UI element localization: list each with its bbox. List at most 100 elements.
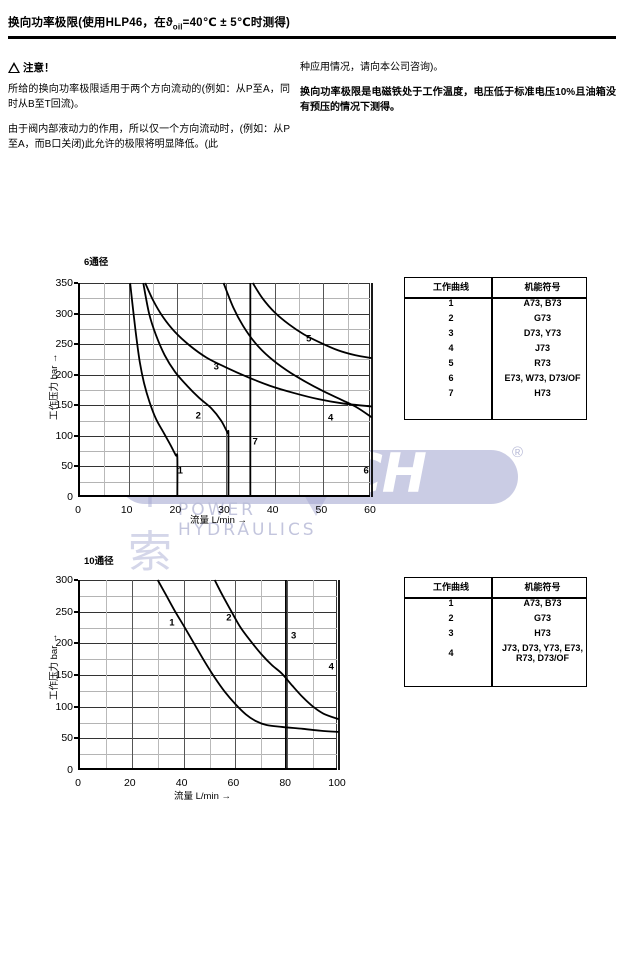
notice-paragraph: 种应用情况，请向本公司咨询)。 [300, 62, 444, 73]
y-axis-tick-label: 150 [55, 399, 73, 412]
header-rule [8, 36, 616, 39]
gridline-horizontal [80, 374, 370, 376]
gridline-horizontal [80, 738, 337, 740]
chart-6-y-axis-label: 工作压力 bar → [49, 353, 60, 420]
x-axis-tick-label: 40 [175, 777, 188, 789]
gridline-horizontal [80, 690, 337, 692]
chart-6-x-axis-label: 流量 L/min → [190, 515, 248, 526]
gridline-horizontal [80, 754, 337, 756]
x-axis-tick-label: 60 [227, 777, 240, 789]
y-axis-tick-mark [74, 610, 78, 613]
x-axis-tick-label: 20 [123, 777, 136, 789]
table-row: 2 G73 [404, 310, 587, 325]
plot-border-top [80, 283, 370, 284]
curve-label-2: 2 [195, 410, 201, 422]
page-title-main: 换向功率极限 [8, 17, 79, 29]
x-axis-tick-label: 50 [315, 504, 328, 516]
x-axis-tick-label: 0 [75, 504, 81, 516]
x-axis-tick-label: 100 [328, 777, 346, 789]
table-header-cell: 工作曲线 [432, 581, 469, 592]
legend-table-10-header-rule [405, 597, 586, 599]
legend-table-10: 工作曲线 机能符号 1 A73, B73 2 G73 3 H73 4 J73, D73, Y73,… [404, 577, 587, 665]
curve-1 [129, 282, 179, 498]
y-axis-tick-label: 150 [55, 669, 73, 681]
gridline-horizontal [80, 313, 370, 315]
legend-table-10-box [404, 577, 587, 687]
curve-label-6: 6 [363, 465, 369, 477]
curve-number-cell: 1 [448, 297, 454, 308]
plot-border-right [369, 283, 370, 495]
chart-10-block: 10通径 [84, 553, 114, 573]
gridline-horizontal [80, 451, 370, 453]
plot-border-top [80, 580, 337, 581]
gridline-horizontal [80, 722, 337, 724]
page-title: 换向功率极限(使用HLP46，在ϑoil=40℃ ± 5℃时测得) [8, 14, 608, 31]
warning-triangle-icon [8, 62, 20, 73]
curve-label-4: 4 [327, 412, 334, 423]
chart-caption: 6通径 [84, 257, 109, 268]
legend-table-6-box [404, 277, 587, 420]
y-axis-tick-label: 0 [67, 491, 73, 503]
curve-number-cell: 2 [448, 612, 454, 623]
y-axis-tick-label: 350 [55, 277, 73, 289]
theta-symbol: ϑ [165, 17, 173, 29]
gridline-horizontal [80, 675, 337, 676]
plot-area: 1 2 3 4 [78, 579, 340, 770]
chart-6-block: 6通径 [84, 254, 108, 274]
gridline-horizontal [80, 466, 370, 468]
gridline-horizontal [80, 627, 337, 629]
curve-number-cell: 7 [448, 387, 454, 398]
gridline-vertical [287, 580, 289, 768]
y-axis-tick-label: 300 [55, 307, 73, 320]
table-row: 4 J73 [404, 340, 587, 355]
y-axis-tick-mark [74, 434, 78, 437]
plot-area: 1 2 3 4 5 6 7 [78, 282, 373, 498]
gridline-horizontal [80, 298, 370, 300]
y-axis-tick-mark [74, 312, 78, 315]
curve-3 [144, 282, 373, 408]
notice-bold-paragraph: 换向功率极限是电磁铁处于工作温度，电压低于标准电压10%且油箱没有预压的情况下测… [300, 87, 616, 113]
gridline-vertical [261, 580, 263, 768]
table-row: 3 H73 [404, 625, 587, 640]
gridline-vertical [299, 283, 300, 495]
x-axis-tick-label: 30 [218, 504, 230, 516]
y-axis-tick-mark [74, 282, 78, 284]
theta-subscript: oil [172, 22, 183, 32]
y-axis-tick-mark [74, 579, 78, 581]
curve-number-cell: 3 [448, 327, 454, 338]
notice-left-column: 注意！ 所给的换向功率极限适用于两个方向流动的(例如：从P至A，同时从B至T回流… [8, 60, 290, 152]
symbol-cell: G73 [533, 312, 551, 323]
curve-label-5: 5 [306, 333, 312, 345]
gridline-horizontal [80, 595, 337, 597]
gridline-vertical [323, 283, 325, 495]
gridline-vertical [104, 283, 106, 495]
curve-number-cell: 4 [448, 647, 454, 658]
y-axis-tick-label: 250 [55, 338, 73, 351]
gridline-vertical [128, 283, 130, 495]
table-row: 2 G73 [404, 610, 587, 625]
symbol-cell: A73, B73 [523, 297, 562, 308]
chart-10-x-axis-label: 流量 L/min → [174, 791, 232, 802]
curve-label-4: 4 [328, 661, 334, 673]
page-title-cond2: =40℃ ± 5℃时测得) [182, 17, 291, 29]
y-axis-tick-label: 300 [55, 574, 73, 586]
y-axis-tick-mark [74, 642, 78, 645]
gridline-vertical [157, 580, 159, 768]
chart-caption: 10通径 [84, 556, 114, 567]
table-header-cell: 机能符号 [524, 581, 561, 592]
table-row: 3 D73, Y73 [404, 325, 587, 340]
gridline-horizontal [80, 344, 370, 346]
gridline-horizontal [80, 390, 370, 391]
curve-label-1: 1 [177, 465, 183, 477]
chart-10-y-axis-label: 工作压力 bar → [49, 633, 60, 700]
symbol-cell: J73 [534, 342, 551, 353]
gridline-vertical [105, 580, 107, 768]
y-axis-tick-mark [74, 705, 78, 708]
symbol-cell: H73 [534, 627, 551, 638]
gridline-horizontal [80, 643, 337, 645]
legend-table-6: 工作曲线 机能符号 1 A73, B73 2 G73 3 D73, Y73 4 J73 5 R73 6 E… [404, 277, 587, 400]
curve-5 [252, 282, 373, 360]
gridline-vertical [347, 283, 349, 495]
chart-6-plot: 1 2 3 4 5 6 7 0 50 100 150 200 250 300 350 0 10 20 30 40 5… [55, 277, 375, 516]
